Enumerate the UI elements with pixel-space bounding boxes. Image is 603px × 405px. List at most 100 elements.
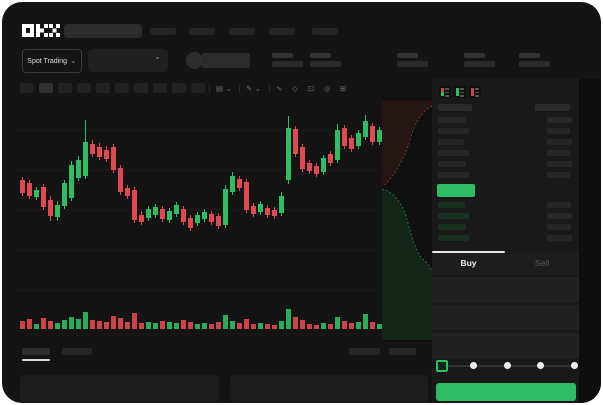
- candle-body: [237, 179, 242, 188]
- tab-sell[interactable]: Sell: [534, 258, 550, 268]
- volume-bar: [97, 321, 102, 329]
- volume-bar: [258, 323, 263, 329]
- ask-row-price[interactable]: [438, 172, 469, 178]
- candle-body: [356, 133, 361, 146]
- tab-buy[interactable]: Buy: [460, 258, 477, 268]
- volume-bar: [244, 319, 249, 329]
- timeframe-button[interactable]: [96, 83, 110, 93]
- toolbar-fullscreen-icon[interactable]: ⊞: [340, 83, 347, 93]
- order-book-panel: Buy Sell: [432, 79, 579, 403]
- volume-bar: [230, 321, 235, 329]
- ask-row-price[interactable]: [438, 128, 469, 134]
- timeframe-button[interactable]: [172, 83, 186, 93]
- candle-body: [202, 212, 207, 219]
- buy-submit-button[interactable]: [436, 383, 576, 401]
- bid-row-amount[interactable]: [547, 224, 571, 230]
- bottom-action-placeholder[interactable]: [349, 348, 380, 355]
- bid-row-amount[interactable]: [547, 202, 571, 208]
- search-input[interactable]: [64, 24, 142, 38]
- timeframe-button[interactable]: [153, 83, 167, 93]
- candle-body: [34, 190, 39, 197]
- volume-bar: [328, 324, 333, 329]
- timeframe-button[interactable]: [115, 83, 129, 93]
- ask-row-price[interactable]: [438, 139, 464, 145]
- bid-row-amount[interactable]: [547, 213, 572, 219]
- toolbar-brush-icon[interactable]: ◇: [292, 83, 298, 93]
- candle-body: [244, 182, 249, 210]
- trade-tabs: Buy Sell: [432, 251, 579, 275]
- book-view-bids-icon[interactable]: [454, 86, 466, 98]
- toolbar-indicator-icon[interactable]: ∿: [276, 83, 283, 93]
- candle-body: [328, 154, 333, 163]
- volume-bar: [111, 316, 116, 329]
- timeframe-button[interactable]: [39, 83, 53, 93]
- amount-slider-stop[interactable]: [537, 362, 544, 369]
- volume-bar: [83, 312, 88, 329]
- ask-row-amount[interactable]: [547, 150, 570, 156]
- toolbar-chart-type-dropdown[interactable]: ▤ ⌄: [216, 83, 232, 93]
- timeframe-button[interactable]: [134, 83, 148, 93]
- book-view-asks-icon[interactable]: [469, 86, 481, 98]
- toolbar-snapshot-icon[interactable]: ⊡: [308, 83, 315, 93]
- ask-row-amount[interactable]: [547, 117, 572, 123]
- ask-row-price[interactable]: [438, 150, 469, 156]
- candle-body: [321, 158, 326, 172]
- toolbar-draw-tools-dropdown[interactable]: ✎ ⌄: [246, 83, 261, 93]
- volume-bar: [132, 313, 137, 329]
- ask-row-amount[interactable]: [547, 139, 572, 145]
- ask-row-price[interactable]: [438, 117, 466, 123]
- ask-row-amount[interactable]: [547, 172, 570, 178]
- volume-bar: [272, 325, 277, 329]
- ask-row-amount[interactable]: [547, 128, 570, 134]
- bid-row-price[interactable]: [438, 213, 469, 219]
- volume-bar: [55, 323, 60, 329]
- spot-trading-dropdown[interactable]: Spot Trading ⌄: [22, 49, 82, 73]
- ticker-stat-group: [272, 53, 306, 69]
- ask-row-price[interactable]: [438, 161, 466, 167]
- timeframe-button[interactable]: [20, 83, 34, 93]
- pair-coin-icon: [186, 52, 203, 69]
- timeframe-button[interactable]: [77, 83, 91, 93]
- nav-item-placeholder[interactable]: [189, 28, 215, 35]
- candle-body: [104, 150, 109, 159]
- bottom-tab[interactable]: [62, 348, 92, 355]
- volume-bar: [356, 322, 361, 329]
- pair-selector-dropdown[interactable]: ⌄: [88, 49, 168, 72]
- timeframe-button[interactable]: [58, 83, 72, 93]
- nav-item-placeholder[interactable]: [150, 28, 176, 35]
- book-view-combined-icon[interactable]: [439, 86, 451, 98]
- candle-body: [314, 166, 319, 174]
- stat-label-placeholder: [464, 53, 485, 58]
- bottom-tab[interactable]: [22, 348, 50, 355]
- volume-bar: [279, 321, 284, 329]
- bid-row-price[interactable]: [438, 224, 466, 230]
- bid-row-price[interactable]: [438, 202, 465, 208]
- volume-bar: [48, 321, 53, 329]
- amount-slider-stop[interactable]: [470, 362, 477, 369]
- candle-body: [342, 128, 347, 146]
- amount-slider-stop[interactable]: [503, 362, 511, 369]
- toolbar-divider: |: [268, 83, 271, 93]
- nav-item-placeholder[interactable]: [312, 28, 338, 35]
- candle-body: [279, 196, 284, 213]
- candle-body: [146, 209, 151, 218]
- volume-bar: [139, 323, 144, 329]
- amount-slider-stop[interactable]: [570, 362, 578, 369]
- ask-row-amount[interactable]: [547, 161, 572, 167]
- volume-bar: [160, 321, 165, 329]
- order-form-input[interactable]: [432, 305, 579, 330]
- okx-logo[interactable]: [22, 24, 60, 37]
- amount-slider-handle[interactable]: [436, 360, 448, 372]
- timeframe-button[interactable]: [191, 83, 205, 93]
- volume-bar: [153, 323, 158, 329]
- last-price-badge[interactable]: [437, 184, 475, 197]
- bid-row-amount[interactable]: [547, 235, 572, 241]
- bid-row-price[interactable]: [438, 235, 469, 241]
- nav-item-placeholder[interactable]: [229, 28, 255, 35]
- order-form-input[interactable]: [432, 333, 579, 358]
- order-form-input[interactable]: [432, 277, 579, 302]
- toolbar-settings-icon[interactable]: ◎: [324, 83, 331, 93]
- bottom-action-placeholder[interactable]: [389, 348, 416, 355]
- nav-item-placeholder[interactable]: [269, 28, 295, 35]
